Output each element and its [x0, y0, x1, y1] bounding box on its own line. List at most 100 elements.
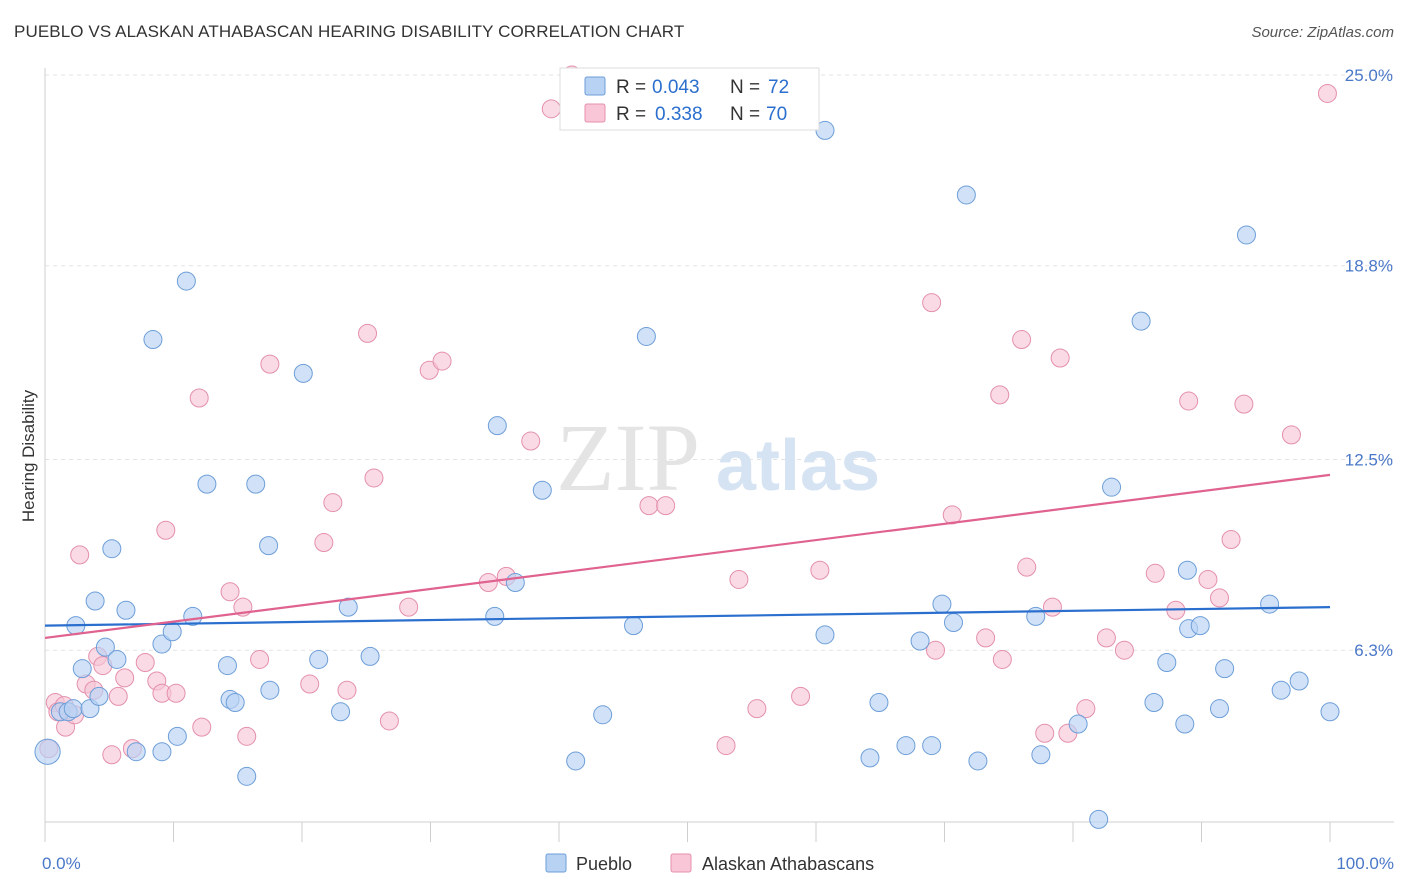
legend-pueblo-n-value: 72 [768, 77, 789, 98]
bottom-legend-pueblo: Pueblo [576, 854, 632, 874]
alaskan-trend-line [44, 473, 1331, 639]
alaskan-point-27 [300, 674, 320, 694]
alaskan-point-45 [729, 569, 749, 589]
pueblo-point-62 [1177, 560, 1197, 580]
pueblo-point-13 [126, 742, 146, 762]
alaskan-point-66 [1179, 391, 1199, 411]
pueblo-point-64 [1190, 616, 1210, 636]
alaskan-point-69 [1221, 529, 1241, 549]
pueblo-point-56 [1089, 809, 1109, 829]
legend-alaskan-n-value: 70 [766, 104, 787, 125]
bottom-legend: Pueblo Alaskan Athabascans [545, 853, 874, 874]
pueblo-point-0 [34, 738, 61, 765]
source-credit: Source: ZipAtlas.com [1251, 24, 1394, 41]
pueblo-point-16 [152, 634, 172, 654]
alaskan-point-6 [70, 545, 90, 565]
alaskan-point-56 [1017, 557, 1037, 577]
legend-alaskan-r-value: 0.338 [655, 104, 703, 125]
alaskan-point-61 [1076, 699, 1096, 719]
pueblo-point-28 [260, 680, 280, 700]
alaskan-point-11 [102, 745, 122, 765]
pueblo-point-40 [624, 616, 644, 636]
pueblo-point-26 [246, 474, 266, 494]
y-tick-label-2: 18.8% [1345, 257, 1393, 276]
alaskan-point-70 [1234, 394, 1254, 414]
y-tick-labels: 6.3% 12.5% 18.8% 25.0% [1345, 66, 1393, 660]
legend-swatch-alaskan [584, 103, 606, 123]
pueblo-point-44 [860, 748, 880, 768]
y-tick-label-3: 25.0% [1345, 66, 1393, 85]
alaskan-point-54 [992, 649, 1012, 669]
alaskan-point-29 [323, 493, 343, 513]
alaskan-point-53 [990, 385, 1010, 405]
alaskan-point-71 [1281, 425, 1301, 445]
pueblo-point-10 [102, 539, 122, 559]
alaskan-point-39 [521, 431, 541, 451]
pueblo-point-5 [72, 659, 92, 679]
pueblo-point-15 [152, 742, 172, 762]
pueblo-point-7 [85, 591, 105, 611]
pueblo-point-20 [183, 606, 203, 626]
pueblo-point-30 [309, 649, 329, 669]
pueblo-point-3 [63, 699, 83, 719]
chart-title: PUEBLO VS ALASKAN ATHABASCAN HEARING DIS… [14, 22, 685, 41]
pueblo-point-48 [922, 736, 942, 756]
bottom-legend-alaskan: Alaskan Athabascans [702, 854, 874, 874]
pueblo-point-38 [566, 751, 586, 771]
pueblo-point-35 [487, 416, 507, 436]
axes [44, 68, 1394, 823]
pueblo-point-36 [505, 573, 525, 593]
alaskan-point-58 [1042, 597, 1062, 617]
pueblo-point-11 [107, 649, 127, 669]
pueblo-point-59 [1144, 693, 1164, 713]
watermark: ZIP atlas [556, 404, 880, 511]
alaskan-point-32 [364, 468, 384, 488]
alaskan-point-30 [337, 680, 357, 700]
alaskan-point-62 [1096, 628, 1116, 648]
pueblo-point-67 [1236, 225, 1256, 245]
pueblo-point-70 [1289, 671, 1309, 691]
pueblo-point-66 [1215, 659, 1235, 679]
alaskan-point-68 [1209, 588, 1229, 608]
pueblo-point-9 [95, 637, 115, 657]
pueblo-point-37 [532, 480, 552, 500]
pueblo-point-46 [896, 736, 916, 756]
pueblo-point-71 [1320, 702, 1340, 722]
alaskan-point-31 [358, 323, 378, 343]
pueblo-point-21 [197, 474, 217, 494]
alaskan-point-35 [419, 360, 439, 380]
pueblo-point-24 [225, 693, 245, 713]
pueblo-point-54 [1031, 745, 1051, 765]
y-tick-label-0: 6.3% [1354, 641, 1393, 660]
alaskan-point-59 [1050, 348, 1070, 368]
alaskan-point-36 [432, 351, 452, 371]
alaskan-point-12 [108, 686, 128, 706]
alaskan-point-57 [1035, 723, 1055, 743]
pueblo-point-61 [1175, 714, 1195, 734]
x-tick-label-min: 0.0% [42, 854, 81, 873]
alaskan-point-26 [260, 354, 280, 374]
alaskan-point-15 [135, 653, 155, 673]
pueblo-point-18 [167, 726, 187, 746]
pueblo-point-53 [1026, 606, 1046, 626]
alaskan-point-44 [716, 736, 736, 756]
alaskan-point-18 [156, 520, 176, 540]
alaskan-point-22 [220, 582, 240, 602]
x-tick-label-max: 100.0% [1336, 854, 1394, 873]
legend-pueblo-r-label: R = [616, 77, 646, 98]
alaskan-point-33 [379, 711, 399, 731]
alaskan-point-48 [810, 560, 830, 580]
pueblo-point-68 [1260, 594, 1280, 614]
pueblo-point-50 [943, 613, 963, 633]
pueblo-point-65 [1209, 699, 1229, 719]
pueblo-point-69 [1271, 680, 1291, 700]
alaskan-point-52 [976, 628, 996, 648]
pueblo-point-14 [143, 330, 163, 350]
alaskan-point-40 [541, 99, 561, 119]
trend-lines [44, 473, 1331, 639]
pueblo-point-60 [1157, 653, 1177, 673]
pueblo-point-32 [338, 597, 358, 617]
pueblo-trend-line [44, 606, 1331, 627]
pueblo-points [34, 120, 1340, 829]
pueblo-point-47 [910, 631, 930, 651]
